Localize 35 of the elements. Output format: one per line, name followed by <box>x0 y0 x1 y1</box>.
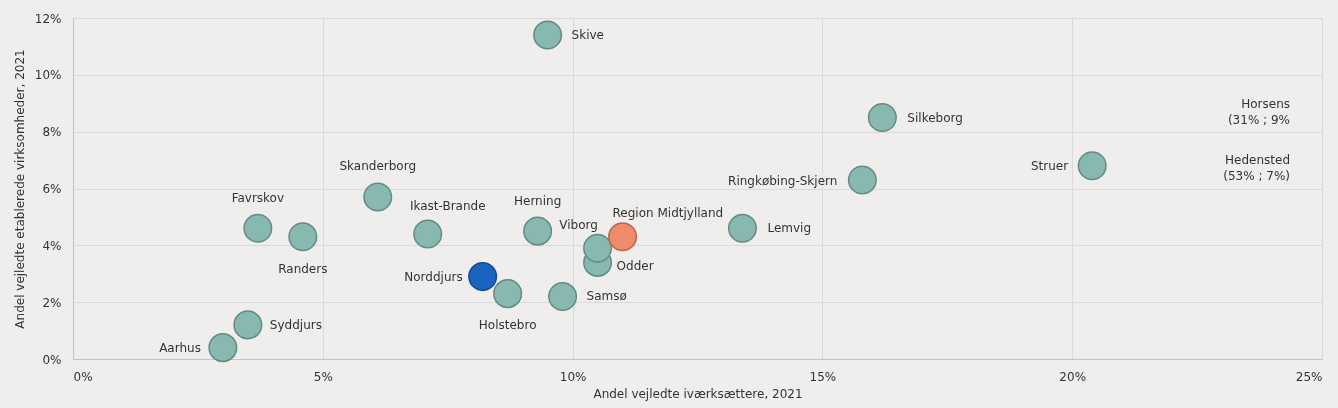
x-tick-label: 5% <box>313 369 333 384</box>
y-tick-label: 8% <box>42 125 62 140</box>
series-label: Aarhus <box>159 340 201 355</box>
series-label: Ikast-Brande <box>409 198 486 213</box>
series-label: Favrskov <box>231 191 285 206</box>
series-label: Skive <box>571 28 605 43</box>
series-label: Lemvig <box>767 221 812 236</box>
x-tick-label: 20% <box>1059 369 1087 384</box>
x-axis-title: Andel vejledte iværksættere, 2021 <box>593 386 803 401</box>
annotation: Horsens (31% ; 9% <box>1227 97 1290 127</box>
annotation: Hedensted (53% ; 7%) <box>1223 153 1290 183</box>
y-axis-title: Andel vejledte etablerede virksomheder, 2021 <box>12 49 27 329</box>
series-label: Odder <box>616 259 654 274</box>
y-tick-label: 12% <box>34 11 62 26</box>
x-tick-label: 25% <box>1295 369 1323 384</box>
series-label: Struer <box>1031 158 1069 173</box>
series-label: Randers <box>278 261 328 276</box>
series-label: Region Midtjylland <box>612 205 724 220</box>
series-label: Norddjurs <box>404 269 463 284</box>
y-tick-label: 4% <box>42 238 62 253</box>
series-label: Ringkøbing-Skjern <box>728 173 838 188</box>
series-label: Silkeborg <box>907 111 963 126</box>
y-tick-label: 10% <box>34 68 62 83</box>
y-tick-label: 6% <box>42 182 62 196</box>
y-tick-label: 0% <box>42 352 62 367</box>
series-label: Viborg <box>559 218 598 233</box>
x-tick-label: 10% <box>559 369 587 384</box>
series-label: Skanderborg <box>339 159 417 174</box>
y-tick-label: 2% <box>42 295 62 310</box>
series-label: Samsø <box>586 289 627 304</box>
series-label: Herning <box>513 194 562 209</box>
series-label: Holstebro <box>478 317 537 332</box>
series-label: Syddjurs <box>269 317 322 332</box>
x-tick-label: 15% <box>809 369 837 384</box>
x-tick-label: 0% <box>73 369 93 384</box>
